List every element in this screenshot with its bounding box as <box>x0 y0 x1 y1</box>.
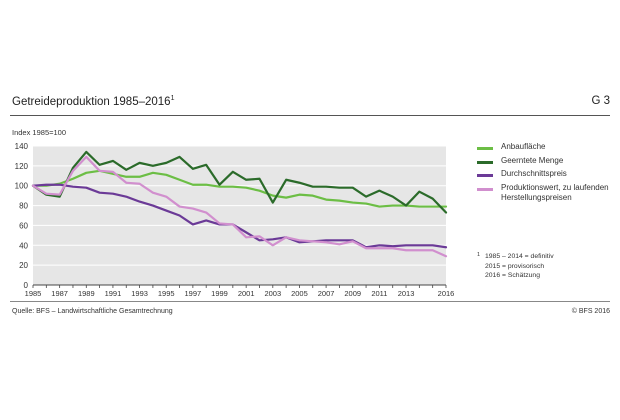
legend-item: Durchschnittspreis <box>477 169 617 180</box>
y-tick-label: 140 <box>15 142 29 151</box>
x-tick-label: 1991 <box>105 289 122 298</box>
legend-item: Produktionswert, zu laufenden Herstellun… <box>477 183 617 204</box>
y-tick-label: 0 <box>24 281 29 290</box>
x-tick-label: 2003 <box>264 289 281 298</box>
legend-item: Anbaufläche <box>477 142 617 153</box>
x-tick-label: 1995 <box>158 289 175 298</box>
y-tick-label: 120 <box>15 162 29 171</box>
x-tick-label: 2011 <box>371 289 387 298</box>
source-note: Quelle: BFS – Landwirtschaftliche Gesamt… <box>12 308 173 315</box>
y-tick-label: 80 <box>19 202 28 211</box>
title-footnote-mark: 1 <box>170 95 175 102</box>
legend-label: Produktionswert, zu laufenden Herstellun… <box>501 182 609 203</box>
x-tick-label: 1999 <box>211 289 228 298</box>
legend-label: Geerntete Menge <box>501 155 564 165</box>
y-tick-label: 100 <box>15 182 29 191</box>
x-tick-label: 1989 <box>78 289 95 298</box>
plot-area <box>33 146 446 285</box>
copyright: © BFS 2016 <box>571 308 610 315</box>
chart-title: Getreideproduktion 1985–20161 <box>12 95 174 108</box>
y-axis-label: Index 1985=100 <box>12 128 67 137</box>
x-tick-label: 2009 <box>344 289 361 298</box>
x-tick-label: 2013 <box>398 289 415 298</box>
y-tick-label: 40 <box>19 241 28 250</box>
series-line <box>31 155 448 258</box>
x-tick-label: 2005 <box>291 289 308 298</box>
footnote: 1 1985 – 2014 = definitiv 2015 = proviso… <box>477 252 554 281</box>
footnote-line: 2015 = provisorisch <box>485 262 545 270</box>
header-divider <box>10 115 610 116</box>
legend-swatch <box>477 160 493 164</box>
chart-title-text: Getreideproduktion 1985–2016 <box>12 95 171 108</box>
footnote-line: 1985 – 2014 = definitiv <box>485 253 554 260</box>
chart-code: G 3 <box>591 95 610 107</box>
legend-label: Anbaufläche <box>501 142 546 151</box>
legend-swatch <box>477 147 493 150</box>
x-tick-label: 1985 <box>25 289 42 298</box>
y-tick-label: 20 <box>19 261 28 270</box>
x-tick-label: 1987 <box>51 289 68 298</box>
x-tick-label: 2001 <box>238 289 255 298</box>
y-tick-label: 60 <box>19 221 28 230</box>
legend-swatch <box>477 174 493 177</box>
legend: Anbaufläche Geerntete Menge Durchschnittsp… <box>477 142 617 207</box>
x-tick-label: 2007 <box>318 289 335 298</box>
series-line <box>31 150 448 214</box>
series-line <box>31 183 448 249</box>
x-tick-label: 1997 <box>185 289 202 298</box>
footnote-mark: 1 <box>477 252 481 258</box>
x-tick-label: 1993 <box>131 289 148 298</box>
legend-label: Durchschnittspreis <box>501 169 567 178</box>
x-tick-label: 2016 <box>438 289 455 298</box>
legend-swatch <box>477 187 493 191</box>
legend-item: Geerntete Menge <box>477 156 617 167</box>
footnote-line: 2016 = Schätzung <box>485 272 540 279</box>
footer-divider <box>10 301 610 302</box>
